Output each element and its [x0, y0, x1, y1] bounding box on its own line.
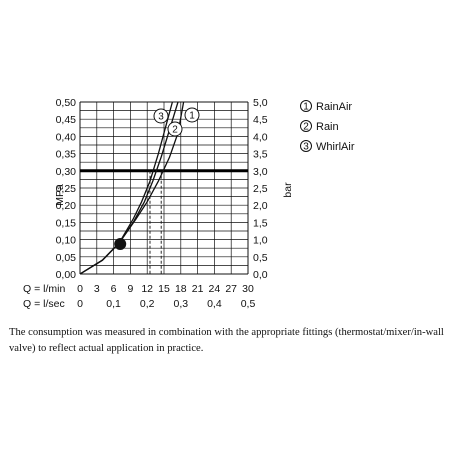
- legend-label-rainair: RainAir: [316, 101, 352, 113]
- right-axis-ticks: 0,0 0,5 1,0 1,5 2,0 2,5 3,0 3,5 4,0 4,5 5,0: [253, 97, 268, 281]
- left-tick-label: 0,45: [56, 114, 77, 126]
- left-tick-label: 0,50: [56, 97, 77, 109]
- series-marker-1-text: 1: [189, 111, 195, 122]
- legend-marker-3-text: 3: [303, 142, 309, 153]
- right-tick-label: 4,0: [253, 131, 268, 143]
- right-tick-label: 3,5: [253, 149, 268, 161]
- right-tick-label: 2,5: [253, 183, 268, 195]
- left-tick-label: 0,15: [56, 217, 77, 229]
- series-marker-2-icon: [167, 121, 183, 137]
- series-marker-3-icon: [153, 108, 169, 124]
- x-lmin-tick-label: 24: [209, 283, 221, 295]
- left-tick-label: 0,35: [56, 149, 77, 161]
- x-lmin-tick-label: 0: [77, 283, 83, 295]
- legend-marker-2-icon: [300, 120, 312, 132]
- left-tick-label: 0,20: [56, 200, 77, 212]
- series-curves: [79, 101, 185, 275]
- legend-item-whirlair: 3 WhirlAir: [300, 140, 355, 153]
- left-tick-label: 0,05: [56, 252, 77, 264]
- series-curve-whirlair: [79, 101, 174, 275]
- x-lmin-tick-label: 30: [242, 283, 254, 295]
- right-tick-label: 3,0: [253, 166, 268, 178]
- x-lsec-tick-label: 0,2: [140, 298, 155, 310]
- x-lsec-tick-label: 0,5: [241, 298, 256, 310]
- series-marker-3-text: 3: [158, 112, 164, 123]
- right-tick-label: 1,0: [253, 235, 268, 247]
- series-markers: 123: [153, 107, 200, 137]
- right-tick-label: 1,5: [253, 217, 268, 229]
- right-tick-label: 2,0: [253, 200, 268, 212]
- legend-marker-2-text: 2: [303, 122, 309, 133]
- legend-label-whirlair: WhirlAir: [316, 141, 355, 153]
- x-lmin-tick-label: 15: [158, 283, 170, 295]
- right-tick-label: 0,5: [253, 252, 268, 264]
- legend-item-rainair: 1 RainAir: [300, 100, 352, 113]
- left-axis-ticks: 0,00 0,05 0,10 0,15 0,20 0,25 0,30 0,35 0,40 0,45…: [56, 97, 77, 281]
- left-tick-label: 0,30: [56, 166, 77, 178]
- x-lmin-tick-label: 6: [111, 283, 117, 295]
- legend: 1 RainAir 2 Rain 3 WhirlAir: [300, 100, 355, 153]
- x-axis-lmin-ticks: 0 3 6 9 12 15 18 21 24 27 30: [77, 283, 254, 295]
- x-lsec-tick-label: 0: [77, 298, 83, 310]
- legend-marker-1-text: 1: [303, 102, 309, 113]
- x-axis-lsec-ticks: 0 0,1 0,2 0,3 0,4 0,5: [77, 298, 255, 310]
- x-lmin-tick-label: 12: [141, 283, 153, 295]
- series-marker-2-text: 2: [172, 125, 178, 136]
- legend-marker-3-icon: [300, 140, 312, 152]
- chart: 123 0,000,050,100,150,200,250,300,350,40…: [23, 97, 355, 310]
- x-lsec-tick-label: 0,4: [207, 298, 222, 310]
- left-tick-label: 0,40: [56, 131, 77, 143]
- caption: The consumption was measured in combinat…: [9, 327, 444, 354]
- right-tick-label: 4,5: [253, 114, 268, 126]
- x-lsec-tick-label: 0,1: [106, 298, 121, 310]
- series-marker-1-icon: [184, 107, 200, 123]
- left-tick-label: 0,25: [56, 183, 77, 195]
- right-tick-label: 0,0: [253, 269, 268, 281]
- x-axis-lmin-label: Q = l/min: [23, 283, 65, 295]
- left-tick-label: 0,00: [56, 269, 77, 281]
- right-axis-label: bar: [282, 182, 294, 198]
- plot-grid: [79, 101, 249, 275]
- x-lmin-tick-label: 27: [225, 283, 237, 295]
- legend-label-rain: Rain: [316, 121, 339, 133]
- legend-marker-1-icon: [300, 100, 312, 112]
- right-tick-label: 5,0: [253, 97, 268, 109]
- x-lmin-tick-label: 9: [127, 283, 133, 295]
- left-tick-label: 0,10: [56, 235, 77, 247]
- x-lmin-tick-label: 18: [175, 283, 187, 295]
- x-lmin-tick-label: 21: [192, 283, 204, 295]
- x-axis-lsec-label: Q = l/sec: [23, 298, 65, 310]
- legend-item-rain: 2 Rain: [300, 120, 339, 133]
- operating-point-dot: [114, 238, 127, 251]
- left-axis-label: MPa: [54, 184, 66, 206]
- x-lsec-tick-label: 0,3: [173, 298, 188, 310]
- operating-point: [114, 238, 127, 251]
- x-lmin-tick-label: 3: [94, 283, 100, 295]
